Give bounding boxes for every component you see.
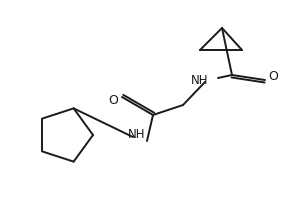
Text: O: O [268,71,278,84]
Text: NH: NH [128,129,146,142]
Text: NH: NH [191,73,209,86]
Text: O: O [108,95,118,108]
